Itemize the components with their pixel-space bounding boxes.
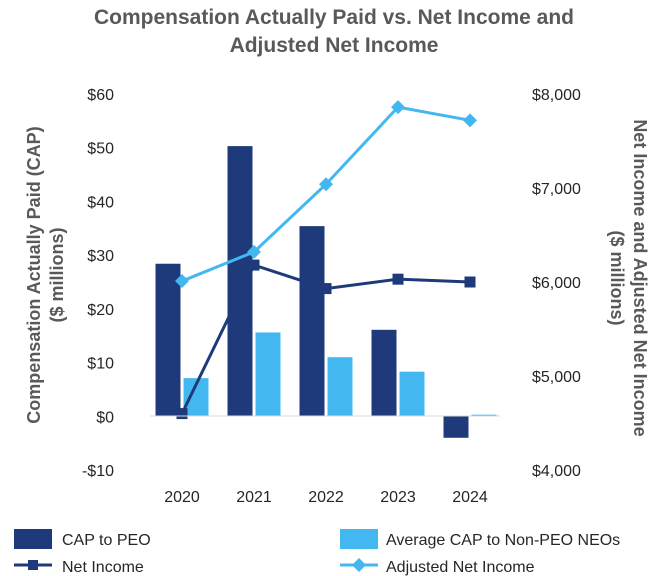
x-tick-label: 2020	[164, 489, 200, 506]
legend-marker-net-income	[28, 560, 38, 570]
marker-net-income	[176, 408, 188, 420]
bar-average-cap-to-non-peo-neos	[399, 371, 425, 417]
y2-tick-label: $6,000	[532, 275, 581, 292]
y-axis-title-line-2: ($ millions)	[47, 227, 67, 322]
marker-net-income	[248, 259, 260, 271]
bar-average-cap-to-non-peo-neos	[471, 414, 497, 417]
y2-axis-title-line-2: ($ millions)	[607, 230, 627, 325]
bar-cap-to-peo	[155, 263, 181, 417]
legend-label-cap-peo: CAP to PEO	[62, 532, 151, 549]
legend-label-net-income: Net Income	[62, 559, 144, 576]
legend-swatch-cap-peo	[14, 529, 52, 549]
bar-average-cap-to-non-peo-neos	[327, 357, 353, 417]
marker-net-income	[392, 273, 404, 285]
x-tick-label: 2023	[380, 489, 416, 506]
y2-tick-label: $5,000	[532, 369, 581, 386]
marker-adjusted-net-income	[319, 177, 333, 192]
marker-adjusted-net-income	[247, 244, 261, 259]
chart-title-line-2: Adjusted Net Income	[230, 34, 439, 57]
x-tick-label: 2024	[452, 489, 488, 506]
legend-label-cap-non-peo: Average CAP to Non-PEO NEOs	[386, 532, 620, 549]
y-tick-label: $20	[87, 302, 114, 319]
legend: CAP to PEO Average CAP to Non-PEO NEOs N…	[14, 529, 620, 576]
x-axis-ticks: 2020 2021 2022 2023 2024	[164, 489, 488, 506]
y-axis-ticks: -$10 $0 $10 $20 $30 $40 $50 $60	[82, 87, 114, 480]
y2-tick-label: $8,000	[532, 87, 581, 104]
bar-cap-to-peo	[371, 329, 397, 417]
x-tick-label: 2021	[236, 489, 272, 506]
y2-axis-title-line-1: Net Income and Adjusted Net Income	[630, 119, 650, 436]
y-tick-label: $60	[87, 87, 114, 104]
y2-tick-label: $7,000	[532, 181, 581, 198]
y-tick-label: $10	[87, 356, 114, 373]
lines	[175, 100, 477, 420]
marker-net-income	[320, 283, 332, 295]
y-tick-label: $50	[87, 141, 114, 158]
y2-axis-ticks: $4,000 $5,000 $6,000 $7,000 $8,000	[532, 87, 581, 480]
bar-cap-to-peo	[227, 146, 253, 417]
y-tick-label: -$10	[82, 463, 114, 480]
y-tick-label: $40	[87, 194, 114, 211]
y-axis-title-line-1: Compensation Actually Paid (CAP)	[24, 126, 44, 423]
y-tick-label: $0	[96, 409, 114, 426]
y-tick-label: $30	[87, 248, 114, 265]
bars	[155, 146, 497, 438]
legend-marker-adjusted-net-income	[352, 558, 366, 572]
marker-adjusted-net-income	[463, 113, 477, 128]
legend-label-adjusted-net-income: Adjusted Net Income	[386, 559, 535, 576]
bar-average-cap-to-non-peo-neos	[255, 332, 281, 417]
line-adjusted-net-income	[181, 105, 471, 283]
y2-tick-label: $4,000	[532, 463, 581, 480]
marker-adjusted-net-income	[175, 274, 189, 289]
chart-title-line-1: Compensation Actually Paid vs. Net Incom…	[94, 6, 574, 29]
x-tick-label: 2022	[308, 489, 344, 506]
marker-net-income	[464, 276, 476, 288]
bar-cap-to-peo	[443, 416, 469, 438]
bar-cap-to-peo	[299, 226, 325, 417]
legend-swatch-cap-non-peo	[340, 529, 378, 549]
marker-adjusted-net-income	[391, 100, 405, 115]
